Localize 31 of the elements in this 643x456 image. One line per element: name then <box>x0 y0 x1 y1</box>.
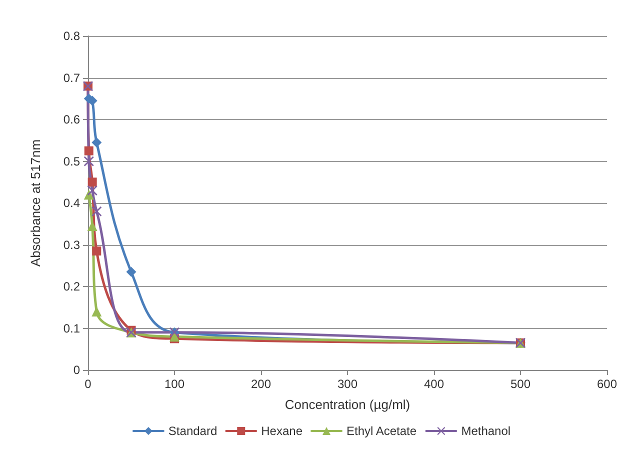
x-tick-label: 0 <box>84 377 92 391</box>
x-tick-label: 600 <box>596 377 618 391</box>
point <box>92 137 102 148</box>
y-tick-label: 0.7 <box>63 70 80 85</box>
point <box>84 146 94 156</box>
y-axis-title: Absorbance at 517nm <box>28 139 43 267</box>
y-tick-label: 0.6 <box>63 112 80 126</box>
point <box>84 156 94 166</box>
point <box>92 206 102 216</box>
point <box>88 178 97 187</box>
x-tick-label: 500 <box>510 377 531 391</box>
point <box>126 266 136 277</box>
point <box>87 185 98 196</box>
y-tick-label: 0.8 <box>63 29 80 43</box>
y-tick-label: 0.2 <box>63 280 80 294</box>
legend-label: Standard <box>168 424 218 438</box>
y-tick-label: 0.1 <box>63 321 80 336</box>
legend-label: Hexane <box>261 424 303 438</box>
y-tick-label: 0 <box>73 363 80 377</box>
point <box>92 246 102 256</box>
x-axis-title: Concentration (µg/ml) <box>284 397 410 412</box>
legend-label: Methanol <box>461 424 511 438</box>
legend-label: Ethyl Acetate <box>346 424 417 438</box>
x-tick-label: 200 <box>250 377 272 391</box>
y-tick-label: 0.3 <box>63 238 80 252</box>
y-tick-label: 0.5 <box>63 154 80 168</box>
x-tick-label: 400 <box>424 377 444 391</box>
x-tick-label: 300 <box>337 377 358 391</box>
y-tick-label: 0.4 <box>63 196 80 210</box>
x-tick-label: 100 <box>164 377 185 391</box>
point <box>92 306 102 317</box>
